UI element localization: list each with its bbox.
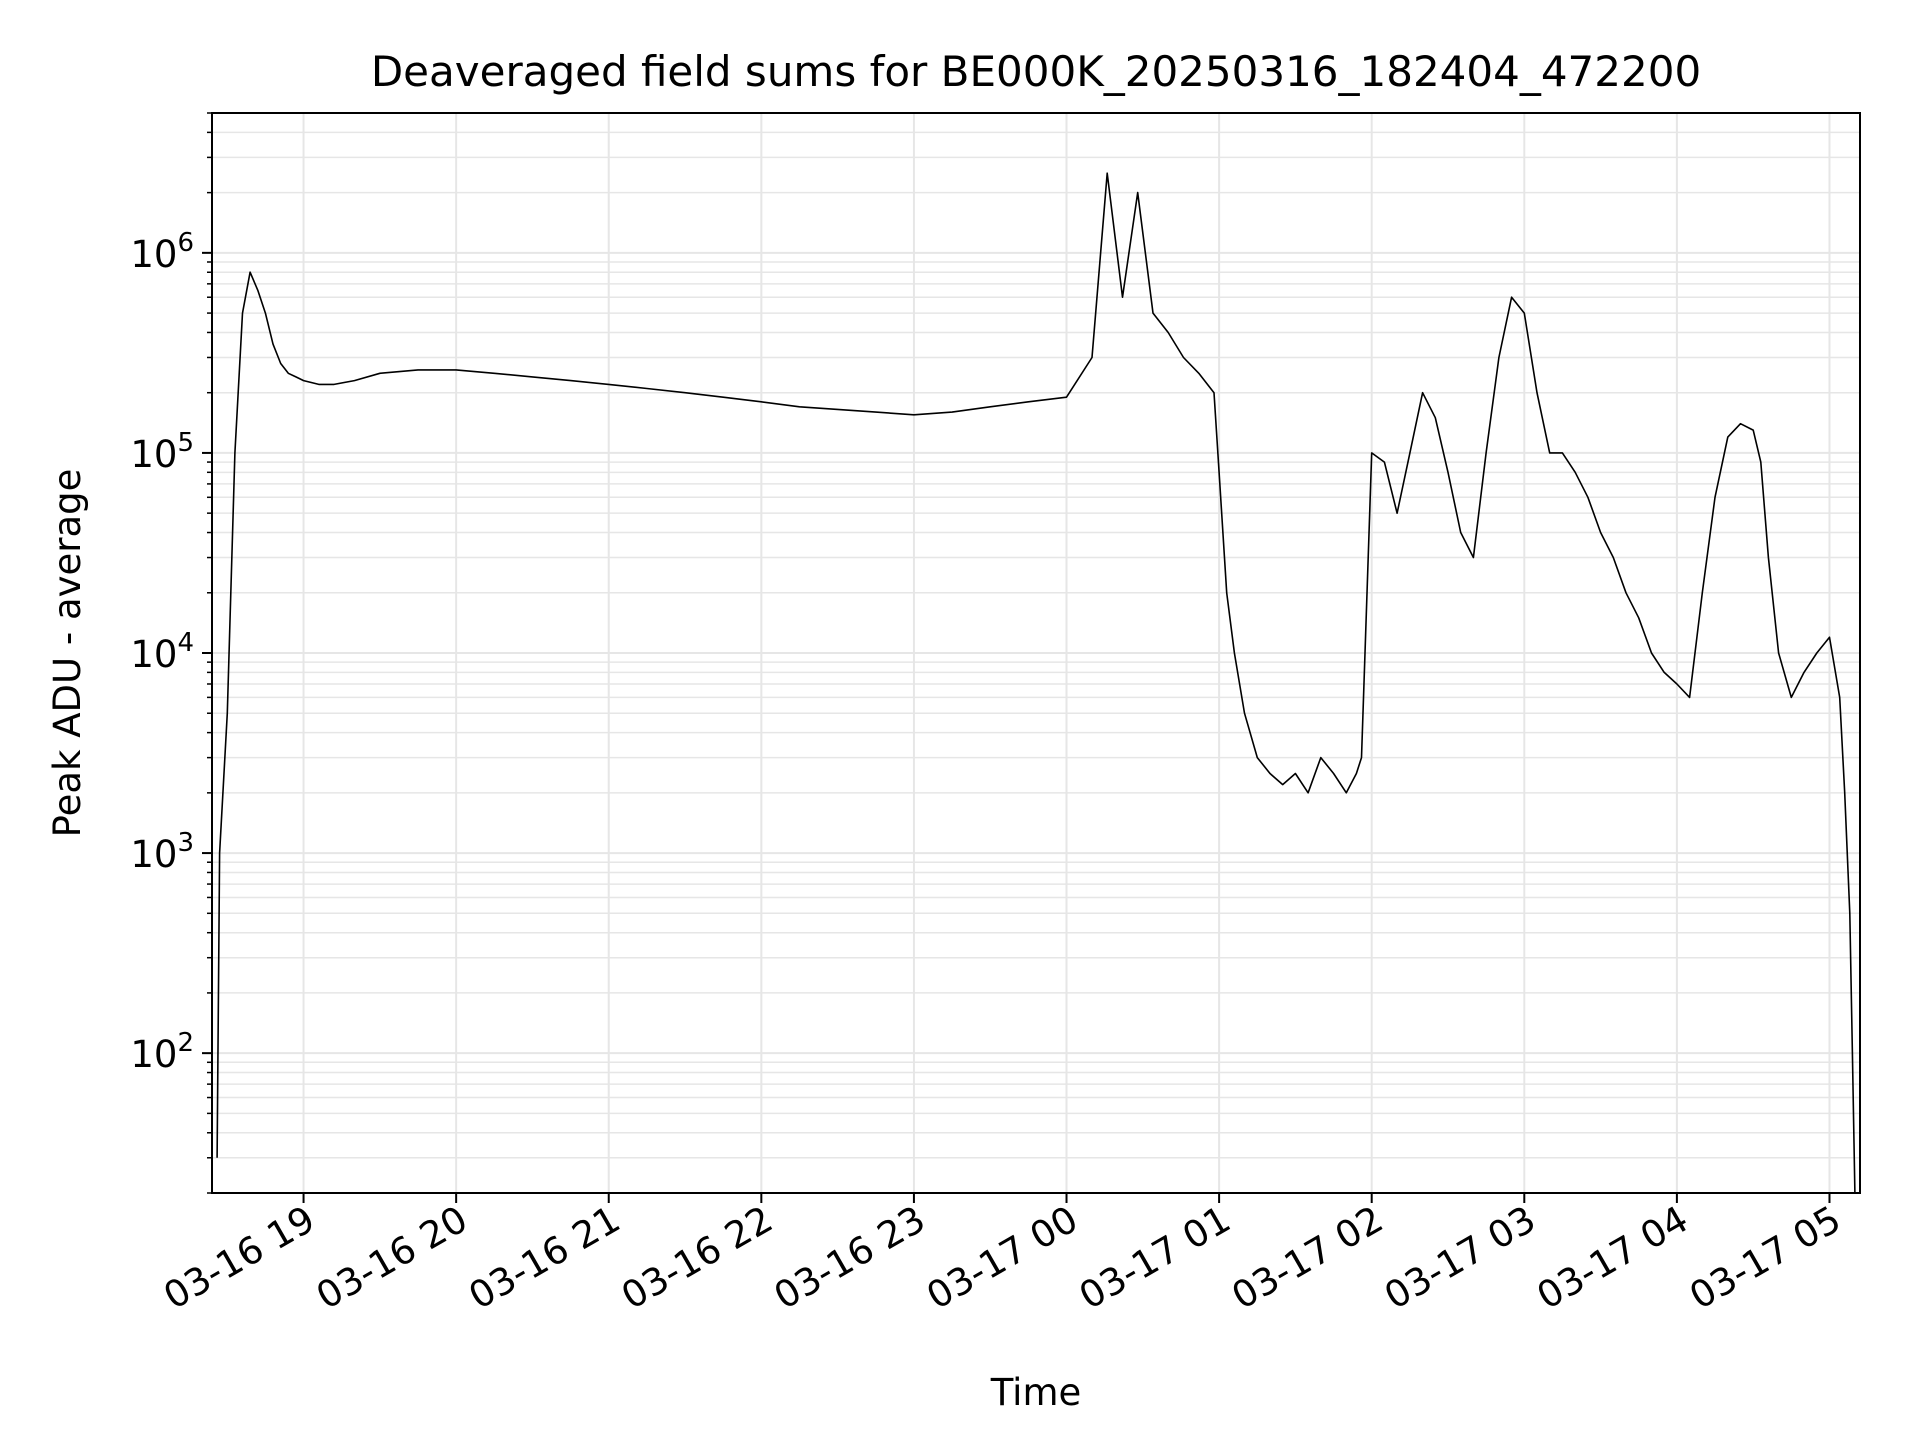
y-axis: 102 103 104 105 106 <box>130 112 212 1194</box>
y-tick-label: 104 <box>130 628 194 676</box>
y-tick-label: 102 <box>130 1028 194 1076</box>
series <box>216 172 1856 1194</box>
y-tick-label: 105 <box>130 428 194 476</box>
grid <box>212 112 1860 1194</box>
y-axis-label: Peak ADU - average <box>46 469 89 838</box>
y-tick-label: 106 <box>130 228 194 276</box>
x-axis-label: Time <box>990 1371 1082 1414</box>
series-line <box>216 172 1856 1194</box>
y-tick-label: 103 <box>130 828 194 876</box>
chart-title: Deaveraged field sums for BE000K_2025031… <box>371 47 1701 96</box>
